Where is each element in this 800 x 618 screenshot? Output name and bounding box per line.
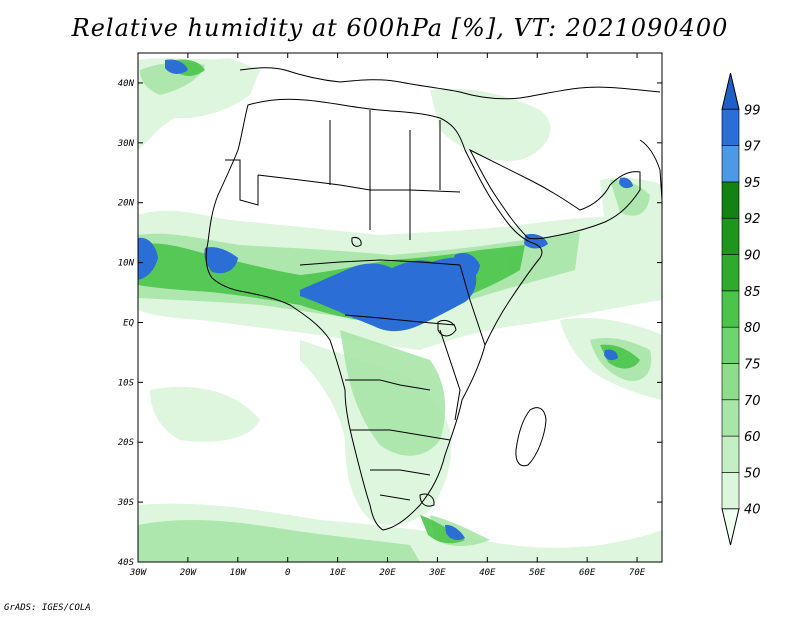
colorbar-label: 85 [744, 285, 761, 300]
africa-coastline [205, 98, 543, 531]
colorbar-segment [721, 181, 740, 219]
lon-tick-label: 30W [129, 568, 148, 578]
border-east [439, 264, 486, 421]
map-frame [137, 52, 663, 563]
lon-tick-label: 10W [230, 568, 248, 578]
lon-tick-label: 50E [529, 568, 546, 578]
colorbar-label: 97 [744, 140, 761, 155]
border-central [329, 110, 441, 240]
colorbar-segment [721, 435, 740, 473]
lat-tick-label: 30S [117, 498, 135, 508]
lon-tick-label: 0 [285, 568, 290, 578]
colorbar-label: 70 [744, 394, 761, 409]
lat-tick-label: 40S [118, 558, 135, 568]
colorbar: 40 50 60 70 75 80 85 90 92 95 97 99 [721, 72, 761, 546]
great-lakes [437, 319, 457, 337]
lat-tick-label: 40N [118, 79, 135, 89]
india-coastline [639, 139, 662, 201]
longitude-axis: 30W 20W 10W 0 10E 20E 30E 40E 50E 60E 70E [129, 53, 646, 578]
lat-tick-label: EQ [123, 318, 134, 328]
colorbar-label: 50 [744, 466, 761, 481]
colorbar-segment [721, 109, 740, 146]
colorbar-label: 60 [744, 430, 761, 445]
lat-tick-label: 10N [118, 259, 135, 269]
colorbar-segment [721, 254, 740, 292]
colorbar-top-triangle [721, 72, 740, 110]
colorbar-segment [721, 472, 740, 509]
colorbar-label: 90 [744, 249, 761, 264]
colorbar-label: 99 [744, 103, 761, 118]
colorbar-segment [721, 217, 740, 255]
colorbar-label: 92 [744, 212, 761, 227]
colorbar-bottom-triangle [721, 508, 740, 546]
humidity-95-99-area [138, 59, 633, 541]
colorbar-segment [721, 145, 740, 183]
lat-tick-label: 20S [118, 438, 135, 448]
lon-tick-label: 70E [629, 568, 646, 578]
lat-tick-label: 20N [118, 199, 135, 209]
europe-coastline [239, 67, 661, 100]
arabian-peninsula-coastline [468, 148, 641, 240]
colorbar-label: 75 [744, 357, 761, 372]
lesotho-border [419, 493, 435, 507]
lake-chad [351, 237, 362, 247]
border-south [345, 379, 451, 501]
lon-tick-label: 10E [329, 568, 346, 578]
lon-tick-label: 60E [579, 568, 596, 578]
lon-tick-label: 30E [428, 568, 446, 578]
lat-tick-label: 30N [117, 139, 135, 149]
latitude-axis: 40N 30N 20N 10N EQ 10S 20S 30S 40S [117, 79, 662, 568]
colorbar-segment [721, 399, 740, 437]
colorbar-segment [721, 290, 740, 328]
madagascar-coastline [515, 407, 547, 467]
border-sahel [257, 174, 461, 193]
grads-credit: GrADS: IGES/COLA [4, 603, 91, 613]
lon-tick-label: 20W [180, 568, 198, 578]
colorbar-label: 95 [744, 176, 761, 191]
lon-tick-label: 20E [379, 568, 396, 578]
colorbar-segment [721, 326, 740, 364]
colorbar-label: 40 [744, 503, 761, 518]
map-title: Relative humidity at 600hPa [%], VT: 202… [71, 14, 729, 42]
colorbar-label: 80 [744, 321, 761, 336]
border-west [225, 159, 259, 206]
coastlines [205, 67, 662, 531]
humidity-field [138, 58, 662, 562]
lon-tick-label: 40E [479, 568, 496, 578]
colorbar-segment [721, 363, 740, 401]
lat-tick-label: 10S [118, 378, 135, 388]
